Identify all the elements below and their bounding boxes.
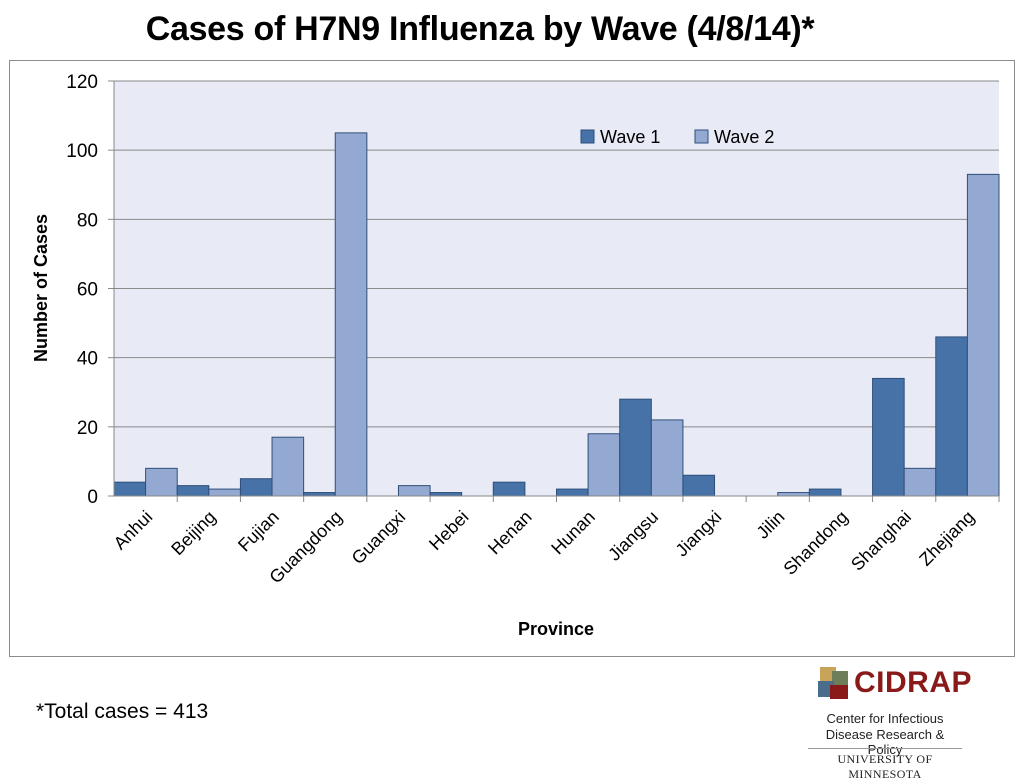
x-tick-label: Jiangsu [604, 507, 662, 565]
y-tick-label: 120 [66, 72, 98, 93]
bar-wave-1-anhui [113, 481, 147, 497]
legend-label: Wave 1 [600, 127, 660, 147]
bar-wave-2-guangdong [334, 132, 368, 497]
y-tick-label: 100 [66, 141, 98, 162]
gridlines [108, 80, 999, 497]
legend-swatch [694, 129, 709, 144]
footnote: *Total cases = 413 [36, 700, 209, 723]
bar-wave-1-zhejiang [935, 336, 968, 497]
x-tick-label: Shanghai [847, 507, 915, 575]
cidrap-emblem-icon [818, 667, 848, 699]
x-tick-label: Hebei [425, 507, 472, 554]
y-tick-label: 80 [77, 210, 98, 231]
logo-tagline-2: Disease Research & Policy [825, 727, 945, 757]
bar-wave-1-shanghai [872, 377, 905, 497]
bar-wave-2-hunan [587, 433, 621, 497]
cidrap-logo: CIDRAP Center for Infectious Disease Res… [808, 660, 1008, 781]
logo-university: UNIVERSITY OF MINNESOTA [837, 752, 933, 781]
bar-wave-1-beijing [176, 485, 210, 497]
y-tick-label: 60 [77, 280, 98, 301]
bar-wave-1-hebei [429, 492, 463, 497]
y-axis-label: Number of Cases [31, 214, 51, 362]
bar-wave-2-guangxi [397, 485, 431, 497]
legend-label: Wave 2 [714, 127, 774, 147]
legend-swatch [580, 129, 595, 144]
slide-title: Cases of H7N9 Influenza by Wave (4/8/14)… [145, 10, 815, 48]
bar-wave-1-hunan [556, 488, 589, 497]
bar-wave-1-fujian [239, 478, 273, 497]
x-tick-label: Henan [484, 507, 536, 559]
x-tick-label: Zhejiang [915, 507, 978, 570]
bar-wave-2-jiangsu [650, 419, 684, 497]
logo-tagline-1: Center for Infectious [826, 711, 944, 726]
y-tick-label: 20 [77, 418, 98, 439]
x-tick-label: Anhui [110, 507, 157, 554]
cidrap-wordmark: CIDRAP [854, 666, 973, 699]
y-tick-label: 0 [87, 487, 98, 508]
x-tick-label: Shandong [780, 507, 852, 579]
bar-wave-2-beijing [208, 488, 241, 497]
x-tick-label: Guangxi [348, 507, 410, 569]
bar-wave-1-jiangxi [682, 474, 716, 497]
logo-divider [808, 748, 962, 749]
bar-wave-2-anhui [145, 467, 178, 497]
bar-wave-2-fujian [271, 436, 305, 497]
bar-wave-2-shanghai [903, 467, 937, 497]
x-tick-label: Fujian [234, 507, 283, 556]
bars [113, 132, 1000, 497]
x-tick-label: Jiangxi [672, 507, 726, 561]
bar-wave-1-jiangsu [619, 398, 652, 497]
bar-wave-1-shandong [808, 488, 842, 497]
x-tick-label: Hunan [547, 507, 599, 559]
x-tick-label: Beijing [167, 507, 219, 559]
legend: Wave 1 Wave 2 [580, 127, 774, 147]
axes [113, 81, 1000, 502]
bar-wave-1-henan [492, 481, 526, 497]
x-tick-label: Jilin [753, 507, 789, 543]
y-tick-label: 40 [77, 349, 98, 370]
bar-wave-2-zhejiang [966, 173, 1000, 497]
bar-wave-1-guangdong [303, 492, 336, 497]
bar-wave-2-jilin [777, 492, 810, 497]
x-axis-label: Province [518, 619, 594, 639]
